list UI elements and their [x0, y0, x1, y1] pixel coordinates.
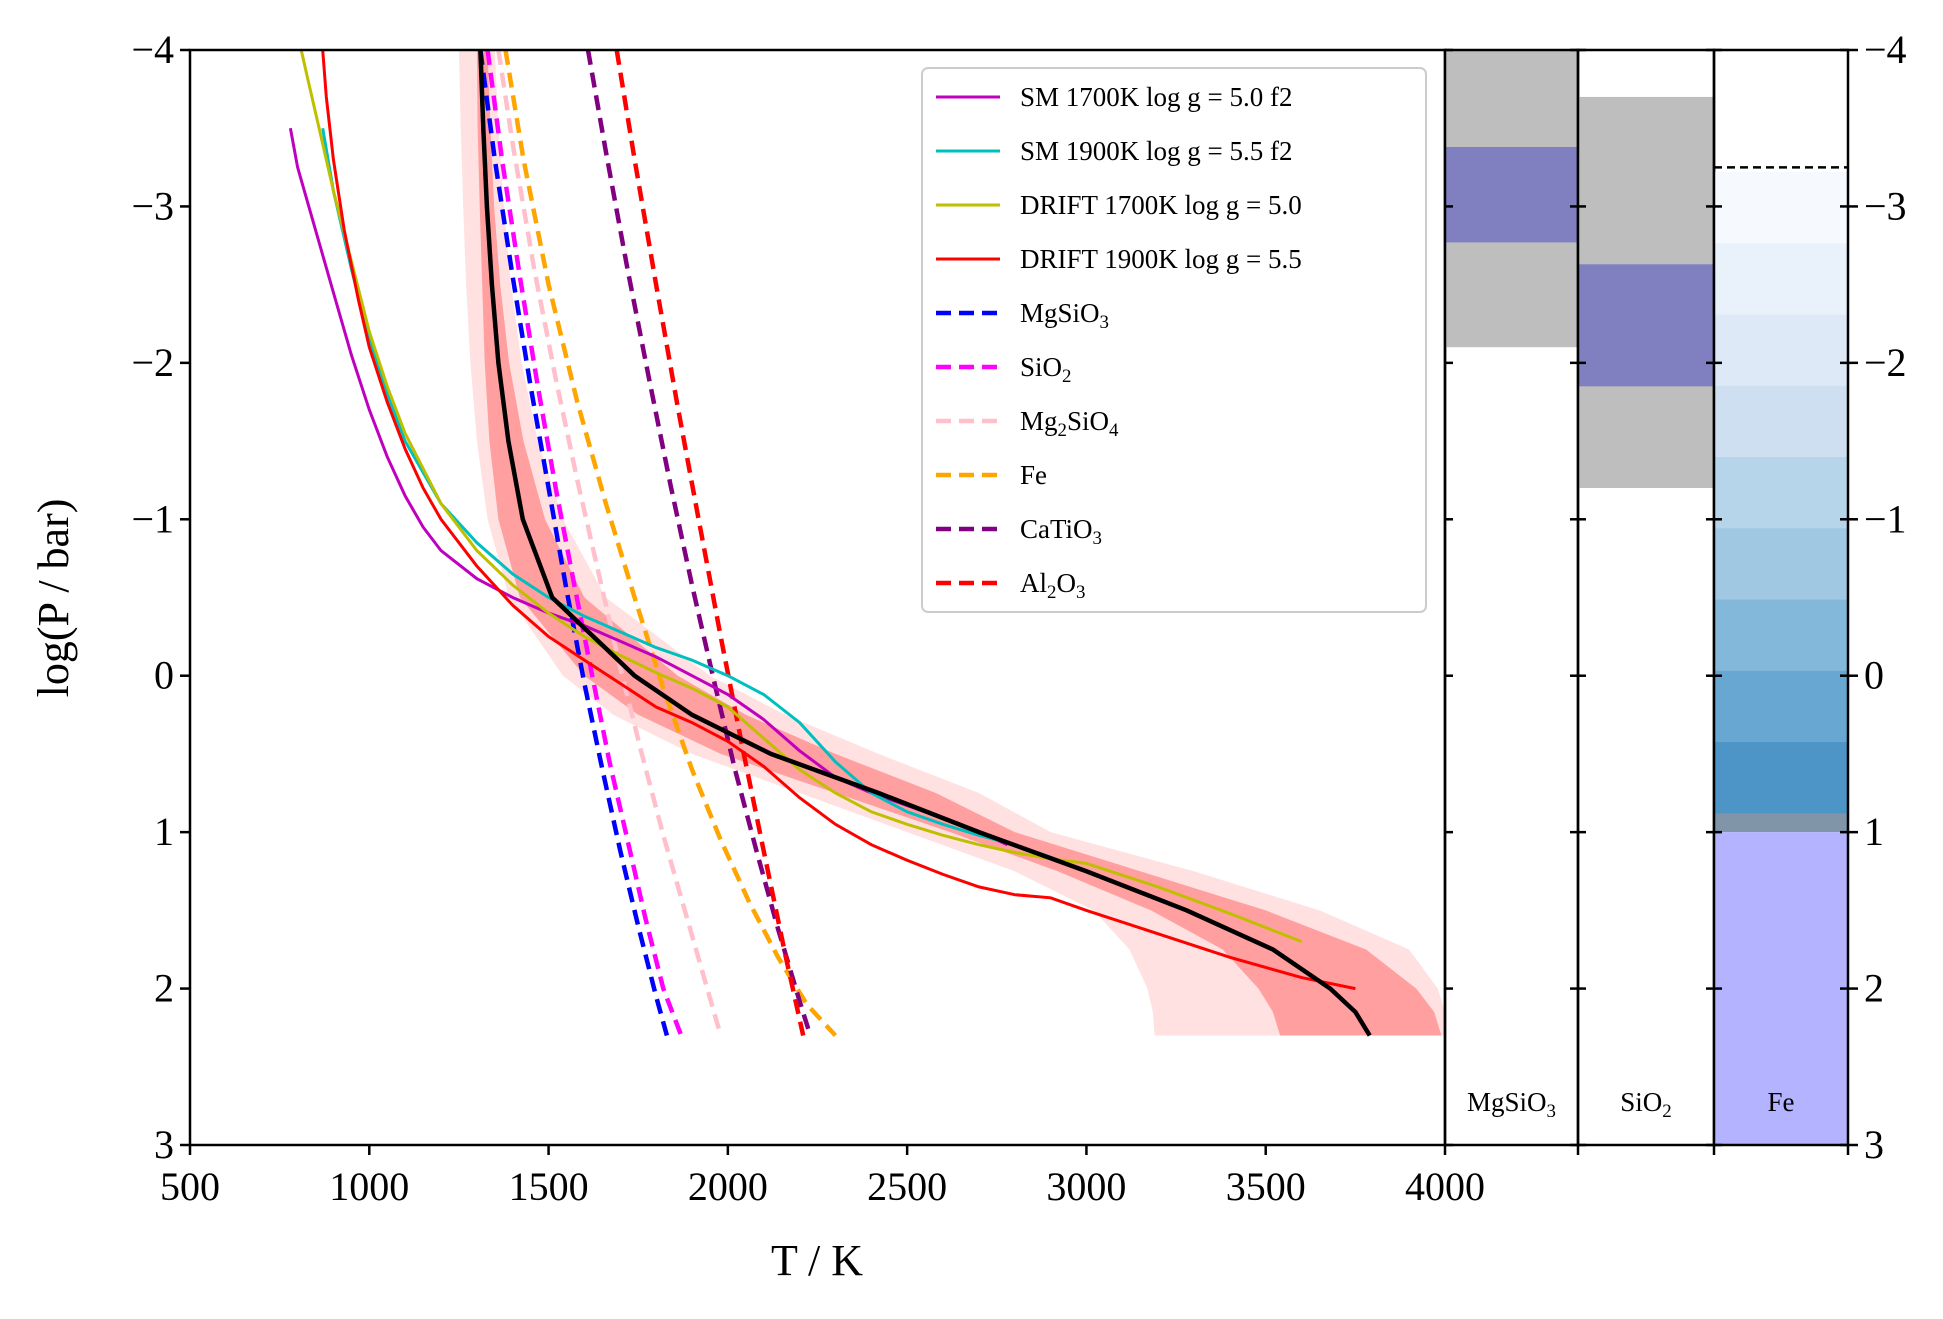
- legend-label: MgSiO3: [1020, 298, 1109, 333]
- right-y-tick-label: −2: [1864, 340, 1907, 385]
- cloud-panel-frame: [1712, 48, 1850, 1147]
- right-y-tick-label: 3: [1864, 1122, 1884, 1167]
- right-y-tick-label: −4: [1864, 27, 1907, 72]
- model-profile-line-1: [321, 127, 1069, 865]
- y-axis-label: log(P / bar): [29, 499, 78, 698]
- x-tick-label: 2000: [688, 1164, 768, 1209]
- cloud-panel-label: MgSiO3: [1467, 1087, 1556, 1122]
- cloud-density-segment: [1714, 314, 1848, 387]
- right-y-tick-label: 2: [1864, 966, 1884, 1011]
- y-tick-label: −3: [131, 183, 174, 228]
- legend-box: [921, 67, 1427, 613]
- main-plot-area: 500 1000 1500 2000 2500 3000 3500 4000 −4 −3 −2 −1…: [29, 27, 1485, 1285]
- x-tick-label: 3000: [1046, 1164, 1126, 1209]
- x-axis-ticks: 500 1000 1500 2000 2500 3000 3500 4000: [160, 1145, 1485, 1209]
- right-y-tick-label: −3: [1864, 183, 1907, 228]
- condensation-curve-0: [478, 49, 670, 1037]
- legend-label: SM 1900K log g = 5.5 f2: [1020, 136, 1293, 166]
- legend-label: SM 1700K log g = 5.0 f2: [1020, 82, 1293, 112]
- cloud-density-segment: [1714, 742, 1848, 814]
- cloud-density-segment: [1714, 599, 1848, 672]
- cloud-panel-1: SiO2: [1576, 48, 1716, 1155]
- profile-lines: [288, 49, 1372, 1038]
- y-tick-label: 1: [154, 809, 174, 854]
- cloud-density-segment: [1714, 457, 1848, 529]
- legend-label: Al2O3: [1020, 568, 1085, 603]
- x-tick-label: 4000: [1405, 1164, 1485, 1209]
- cloud-panel-2: Fe: [1712, 48, 1850, 1155]
- cloud-density-segment: [1714, 172, 1848, 244]
- cloud-density-segment: [1714, 528, 1848, 601]
- y-axis-ticks: −4 −3 −2 −1 0 1 2 3: [131, 27, 190, 1167]
- cloud-panel-label: SiO2: [1620, 1087, 1671, 1122]
- y-tick-label: 0: [154, 653, 174, 698]
- x-tick-label: 1500: [509, 1164, 589, 1209]
- model-profile-line-2: [299, 49, 1303, 943]
- cloud-density-segment: [1714, 243, 1848, 316]
- legend-label: CaTiO3: [1020, 514, 1102, 549]
- cloud-core-band: [1578, 264, 1714, 387]
- legend-label: Fe: [1020, 460, 1047, 490]
- cloud-core-band: [1445, 146, 1578, 243]
- cloud-deck: [1714, 832, 1848, 1145]
- condensation-curve-2: [496, 49, 723, 1037]
- x-tick-label: 500: [160, 1164, 220, 1209]
- right-y-axis-ticks: −4 −3 −2 −1 0 1 2 3: [1848, 27, 1907, 1167]
- model-profile-line-3: [321, 49, 1356, 991]
- y-tick-label: −2: [131, 340, 174, 385]
- cloud-panels: MgSiO3 SiO2 Fe: [1443, 48, 1850, 1155]
- cloud-base-strip: [1714, 813, 1848, 833]
- legend-label: SiO2: [1020, 352, 1071, 387]
- x-tick-label: 3500: [1226, 1164, 1306, 1209]
- y-tick-label: −1: [131, 496, 174, 541]
- condensation-curve-5: [614, 49, 806, 1036]
- x-tick-label: 1000: [329, 1164, 409, 1209]
- y-tick-label: 2: [154, 966, 174, 1011]
- cloud-density-segment: [1714, 670, 1848, 743]
- x-tick-label: 2500: [867, 1164, 947, 1209]
- right-y-tick-label: 1: [1864, 809, 1884, 854]
- legend-label: DRIFT 1700K log g = 5.0: [1020, 190, 1302, 220]
- x-axis-label: T / K: [771, 1236, 863, 1285]
- median-profile-line: [478, 49, 1372, 1037]
- right-y-tick-label: −1: [1864, 496, 1907, 541]
- condensation-curve-4: [585, 49, 813, 1037]
- legend-label: DRIFT 1900K log g = 5.5: [1020, 244, 1302, 274]
- cloud-density-segment: [1714, 385, 1848, 458]
- y-tick-label: 3: [154, 1122, 174, 1167]
- condensation-curve-3: [503, 49, 838, 1038]
- cloud-panel-0: MgSiO3: [1443, 48, 1580, 1155]
- y-tick-label: −4: [131, 27, 174, 72]
- legend-label: Mg2SiO4: [1020, 406, 1119, 441]
- legend: SM 1700K log g = 5.0 f2 SM 1900K log g = …: [921, 67, 1427, 613]
- right-y-tick-label: 0: [1864, 653, 1884, 698]
- cloud-panel-label: Fe: [1768, 1087, 1795, 1117]
